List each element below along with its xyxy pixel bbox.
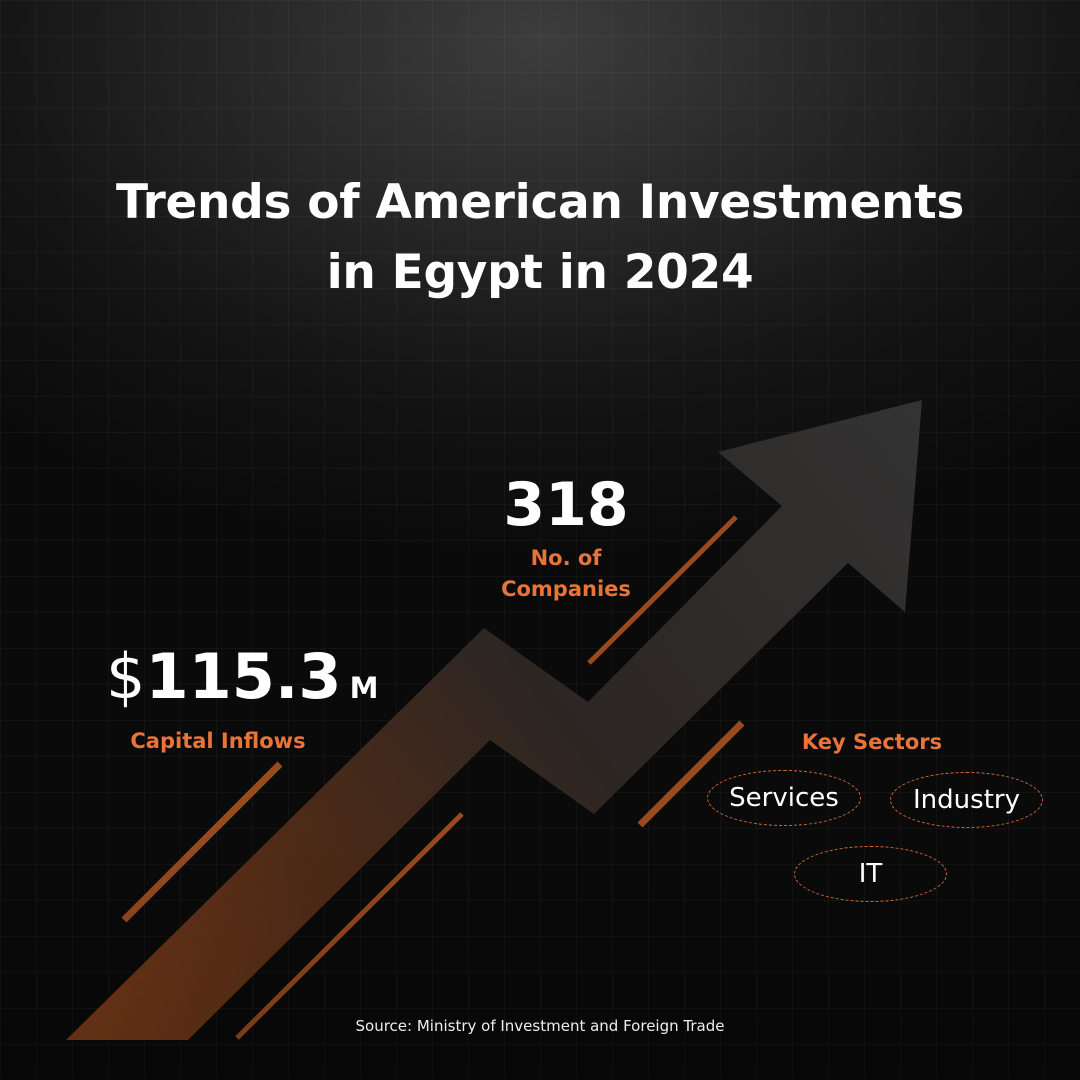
- capital-inflows-value: $115.3 M: [106, 640, 378, 725]
- key-sectors-label: Key Sectors: [801, 730, 943, 754]
- capital-amount: 115.3: [145, 640, 342, 713]
- decor-line: [637, 720, 745, 828]
- decor-line: [587, 515, 738, 665]
- sector-pill-industry: Industry: [890, 772, 1043, 828]
- page-title-line-2: in Egypt in 2024: [326, 245, 754, 300]
- sector-pill-services: Services: [707, 770, 861, 826]
- currency-symbol: $: [106, 640, 146, 713]
- source-note: Source: Ministry of Investment and Forei…: [355, 1017, 725, 1035]
- companies-label-line-1: No. of: [530, 546, 602, 570]
- companies-label-line-2: Companies: [501, 577, 631, 601]
- capital-unit: M: [349, 671, 379, 705]
- page-title-line-1: Trends of American Investments: [115, 175, 965, 230]
- sector-pill-it: IT: [794, 846, 947, 902]
- companies-count: 318: [503, 470, 629, 540]
- capital-inflows-label: Capital Inflows: [130, 729, 306, 753]
- companies-label: No. of Companies: [468, 543, 664, 605]
